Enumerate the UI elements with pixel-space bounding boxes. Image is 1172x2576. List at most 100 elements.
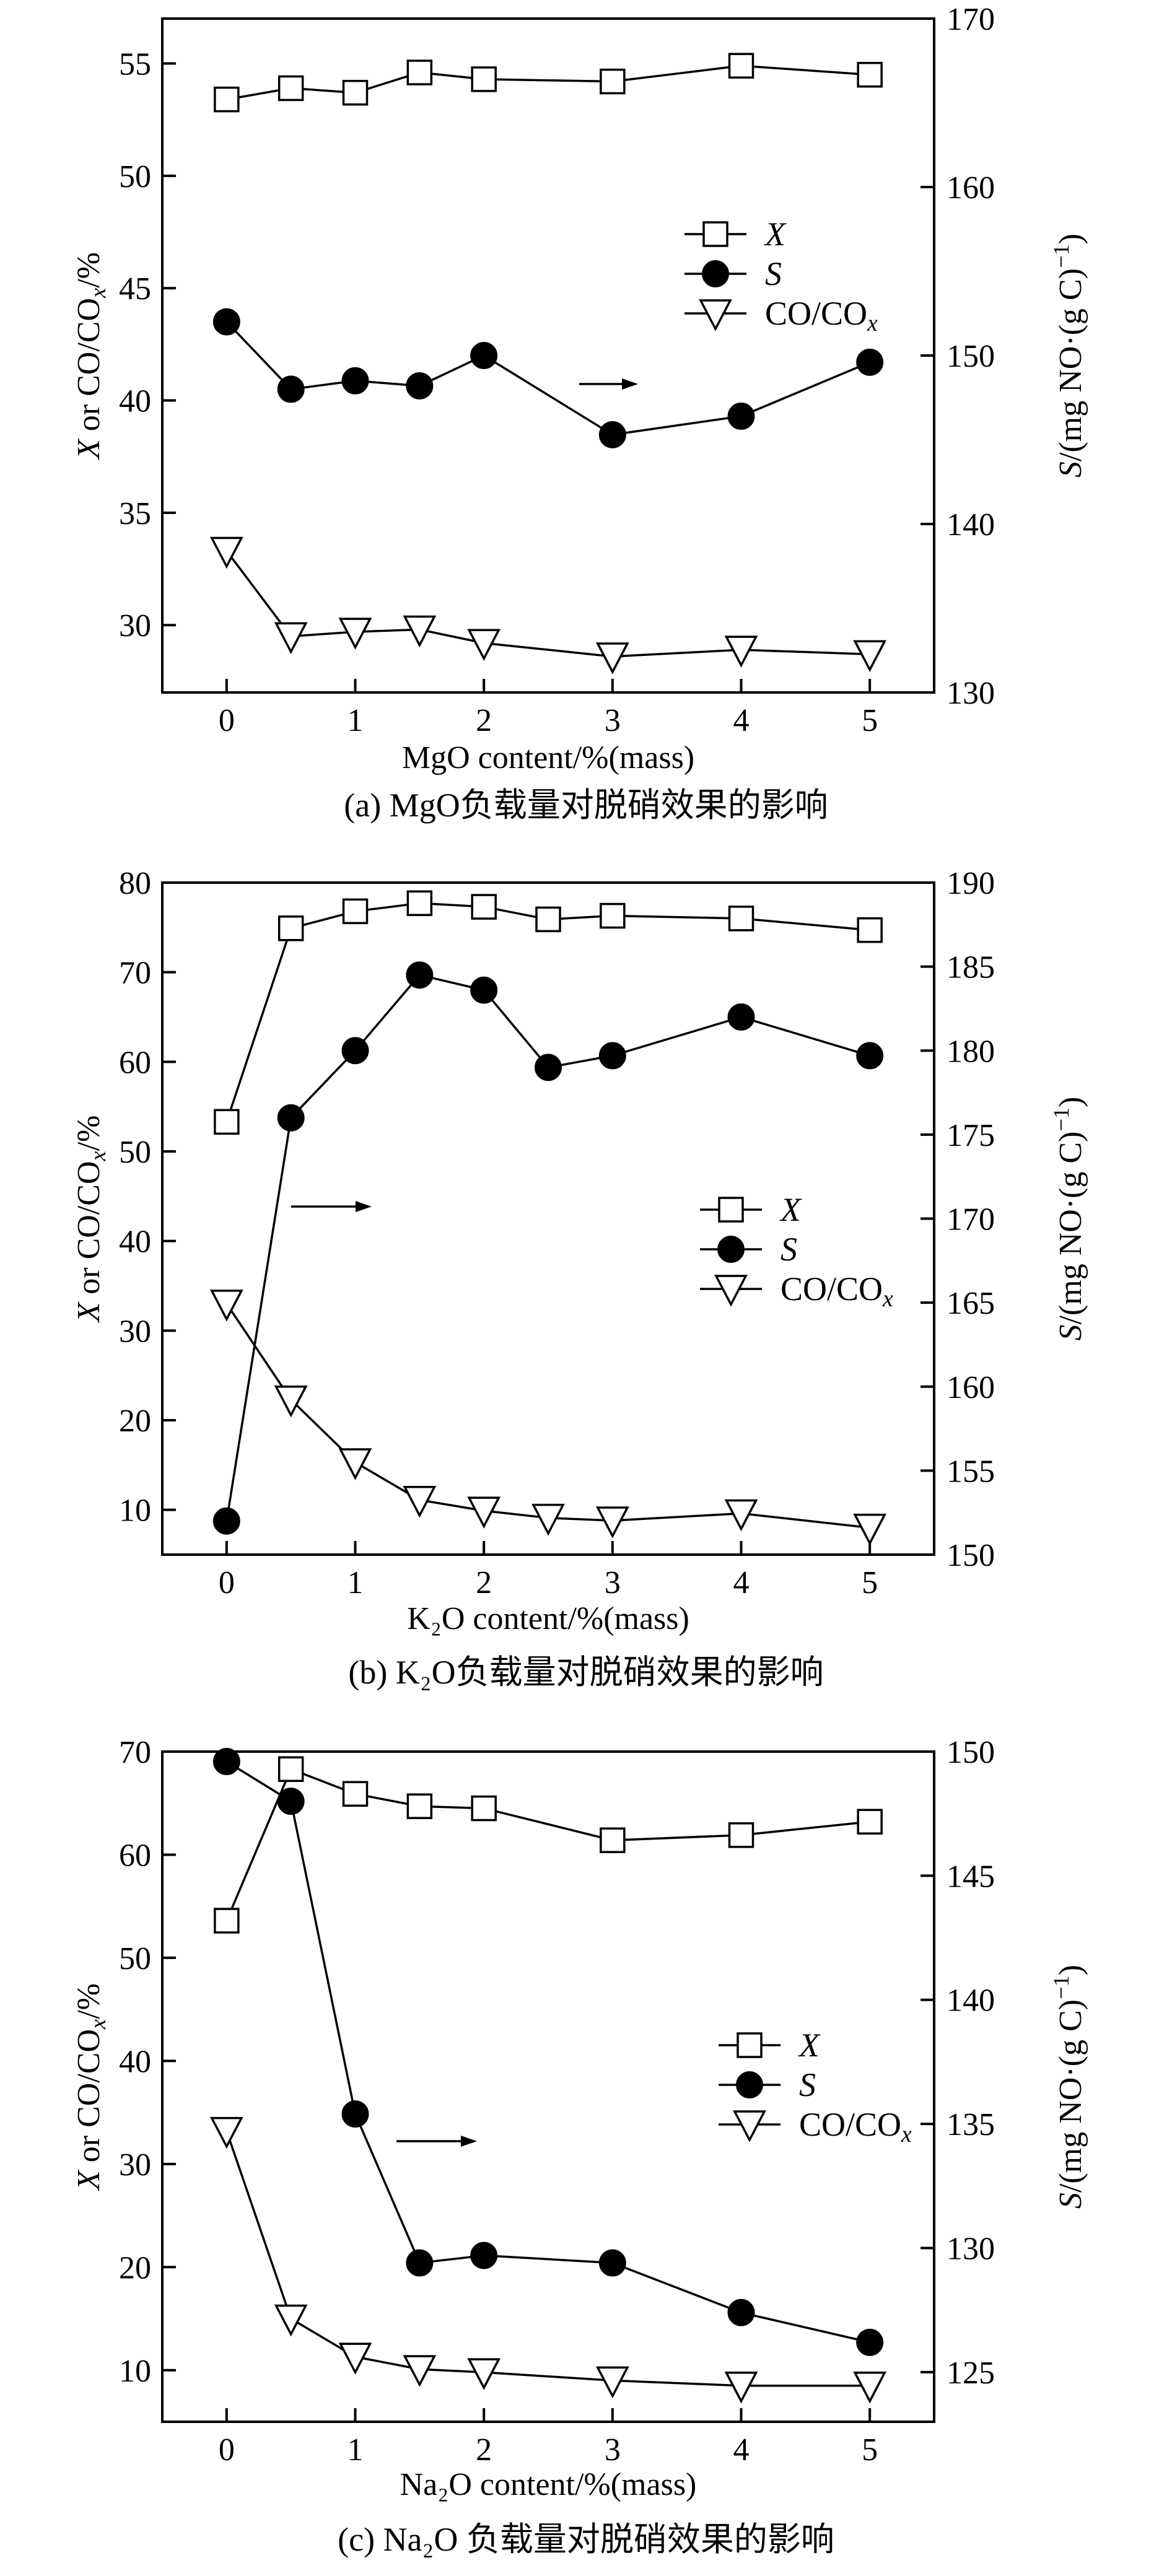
legend-label: X [779, 1191, 802, 1228]
data-point-S [212, 308, 240, 336]
data-point-S [277, 375, 305, 403]
x-axis-title: Na₂O content/%(mass) [400, 2467, 697, 2502]
y2-tick-label: 180 [947, 1034, 995, 1069]
x-tick-label: 1 [348, 703, 364, 738]
data-point-COCO_x [853, 640, 887, 673]
y-axis-title: X or CO/COx​/% [71, 1116, 110, 1324]
y-tick-label: 50 [119, 1135, 151, 1170]
y2-tick-label: 150 [947, 1538, 995, 1573]
data-point-S [212, 1748, 240, 1776]
y-tick-label: 55 [119, 47, 151, 82]
y2-tick-label: 125 [947, 2356, 995, 2391]
x-tick-label: 0 [219, 703, 235, 738]
series-line-X [225, 902, 870, 1122]
series-line-S [225, 321, 870, 436]
data-point-COCO_x [595, 1506, 629, 1539]
y2-tick-label: 145 [947, 1859, 995, 1894]
x-tick-label: 2 [476, 703, 492, 738]
y2-tick-label: 135 [947, 2107, 995, 2142]
x-tick-label: 4 [733, 1565, 750, 1600]
y-tick-label: 60 [119, 1045, 151, 1080]
x-tick-label: 0 [219, 1565, 235, 1600]
data-point-S [470, 342, 498, 369]
data-point-S [598, 421, 626, 448]
legend-marker [717, 1236, 745, 1263]
legend-marker [718, 1197, 744, 1223]
data-point-S [856, 2328, 884, 2356]
y-tick-label: 20 [119, 2250, 151, 2286]
data-point-COCO_x [403, 615, 437, 648]
data-point-S [598, 1042, 626, 1070]
y-tick-label: 30 [119, 608, 151, 644]
data-point-X [406, 59, 433, 85]
data-point-S [727, 1003, 755, 1031]
series-line-X [226, 64, 870, 101]
arrow-head-icon [622, 378, 638, 390]
arrow-head-icon [356, 1201, 372, 1212]
data-point-COCO_x [724, 2371, 758, 2404]
data-point-COCO_x [467, 1496, 501, 1529]
x-tick-label: 4 [733, 703, 750, 738]
y-tick-label: 80 [119, 866, 151, 901]
data-point-S [277, 1788, 305, 1815]
y2-axis-title: S/(mg NO·(g C)−1​) [1049, 1097, 1088, 1341]
y-tick-label: 30 [119, 1314, 151, 1349]
data-point-X [857, 1809, 883, 1835]
legend-marker [702, 221, 728, 247]
data-point-S [727, 2299, 755, 2326]
y-tick-label: 50 [119, 159, 151, 194]
data-point-X [728, 1822, 754, 1848]
data-point-S [727, 402, 755, 430]
x-tick-label: 3 [605, 1565, 621, 1600]
y-tick-label: 35 [119, 496, 151, 531]
data-point-S [341, 367, 369, 395]
y2-tick-label: 190 [947, 866, 995, 901]
data-point-X [278, 915, 304, 941]
chart-panel-3: 0 1 2 3 4 5 10 20 30 40 50 60 70 125 130 135 140 145 150 Na… [71, 1735, 1088, 2558]
y2-axis-title: S/(mg NO·(g C)−1​) [1049, 1965, 1088, 2209]
y2-tick-label: 150 [947, 1735, 995, 1770]
data-point-X [342, 79, 369, 106]
x-tick-label: 2 [476, 1565, 492, 1600]
data-point-S [341, 1037, 369, 1065]
data-point-X [406, 890, 433, 917]
data-point-COCO_x [403, 2355, 437, 2387]
series-line-COCO_x [225, 550, 870, 658]
y2-axis-title: S/(mg NO·(g C)−1​) [1049, 234, 1088, 478]
x-axis-title: K₂O content/%(mass) [407, 1601, 689, 1636]
data-point-COCO_x [209, 2116, 243, 2149]
data-point-X [342, 898, 369, 925]
data-point-S [277, 1104, 305, 1132]
data-point-X [728, 53, 754, 79]
legend-label: S [781, 1231, 797, 1268]
data-point-COCO_x [274, 2304, 308, 2337]
data-point-COCO_x [724, 1499, 758, 1532]
data-point-COCO_x [595, 2366, 629, 2399]
data-point-S [341, 2100, 369, 2128]
series-line-S [225, 1760, 870, 2344]
legend-label: X [798, 2027, 821, 2064]
data-point-COCO_x [338, 1448, 372, 1480]
data-point-X [600, 68, 626, 95]
x-tick-label: 1 [348, 2432, 364, 2468]
x-tick-label: 5 [862, 2432, 878, 2468]
data-point-COCO_x [338, 618, 372, 650]
data-point-X [471, 1795, 497, 1822]
data-point-COCO_x [467, 2358, 501, 2390]
y-tick-label: 70 [119, 956, 151, 991]
y2-tick-label: 170 [947, 2, 995, 37]
data-point-X [214, 1908, 240, 1934]
x-tick-label: 5 [862, 703, 878, 738]
data-point-X [214, 86, 240, 113]
x-tick-label: 1 [348, 1565, 364, 1600]
data-point-COCO_x [274, 622, 308, 655]
legend-label: CO/COx​ [781, 1270, 893, 1312]
y2-tick-label: 130 [947, 676, 995, 711]
y2-tick-label: 160 [947, 170, 995, 206]
y2-tick-label: 175 [947, 1118, 995, 1153]
data-point-COCO_x [724, 635, 758, 668]
